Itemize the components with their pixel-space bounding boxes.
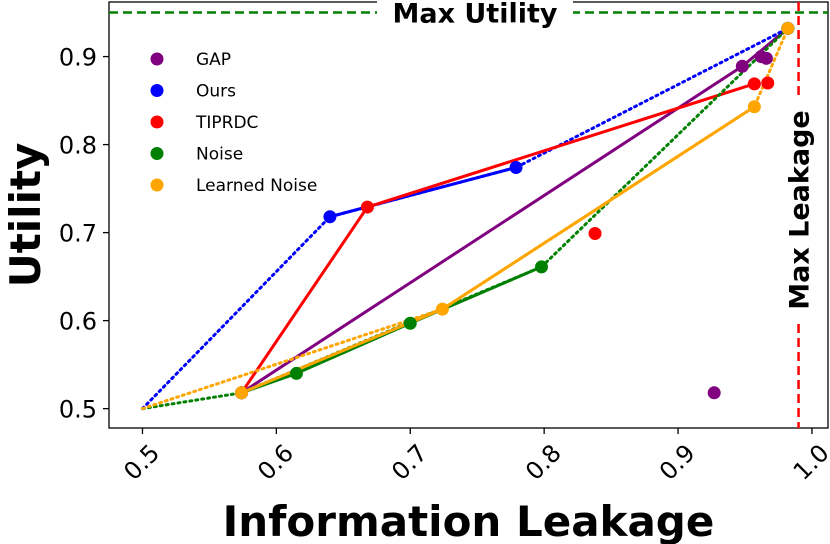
legend-marker-ours (150, 84, 164, 97)
learned-noise-point (747, 100, 761, 114)
max-utility-label: Max Utility (392, 0, 557, 30)
ours-point (509, 160, 523, 174)
gap-point (707, 386, 721, 400)
noise-dotted-line (140, 26, 790, 411)
x-tick-label: 0.5 (118, 439, 165, 486)
gap-point (759, 51, 773, 65)
tiprdc-point (588, 226, 602, 240)
legend-label-noise: Noise (196, 145, 243, 165)
x-axis-label: Information Leakage (223, 497, 715, 544)
legend-marker-tiprdc (150, 115, 164, 129)
noise-point (289, 366, 303, 380)
ours-point (323, 210, 337, 224)
tiprdc-point (360, 200, 374, 214)
legend-marker-gap (150, 52, 164, 66)
legend-label-ours: Ours (196, 82, 236, 102)
tiprdc-point (747, 77, 761, 91)
learned-noise-point (235, 386, 249, 400)
ours-line (329, 166, 517, 219)
reference-lines: Max Utility Max Leakage (109, 0, 828, 428)
tiprdc-point (761, 76, 775, 90)
legend-label-tiprdc: TIPRDC (195, 113, 258, 133)
learned-noise-dotted-line (140, 26, 790, 411)
legend-marker-learned-noise (150, 178, 164, 192)
series-lines (140, 26, 790, 411)
legend-label-gap: GAP (196, 50, 231, 70)
y-tick-label: 0.6 (59, 308, 97, 336)
x-tick-label: 0.7 (386, 439, 433, 486)
legend-label-learned-noise: Learned Noise (196, 176, 317, 196)
x-tick-label: 0.6 (252, 439, 299, 486)
ours-dotted-line (140, 26, 790, 411)
y-tick-label: 0.9 (59, 44, 97, 72)
legend-marker-noise (150, 147, 164, 160)
max-leakage-label-bg (781, 98, 816, 322)
data-points (235, 21, 795, 400)
y-axis-label: Utility (1, 143, 50, 288)
gap-point (735, 59, 749, 73)
max-utility-label-bg (377, 0, 573, 30)
x-tick-label: 0.8 (520, 439, 567, 486)
tiprdc-line (240, 82, 755, 394)
tick-labels: 0.5 0.6 0.7 0.8 0.9 1.0 0.5 0.6 0.7 0.8 0.9 (59, 44, 830, 486)
legend: GAP Ours TIPRDC Noise Learned Noise (150, 50, 317, 196)
max-leakage-label: Max Leakage (785, 110, 816, 309)
y-tick-label: 0.5 (59, 396, 97, 424)
y-tick-label: 0.7 (59, 220, 97, 248)
noise-point (403, 316, 417, 330)
x-tick-label: 0.9 (654, 439, 701, 486)
learned-noise-point (781, 21, 795, 35)
gap-line (240, 27, 789, 395)
learned-noise-point (435, 302, 449, 316)
y-tick-label: 0.8 (59, 132, 97, 160)
x-tick-label: 1.0 (788, 439, 830, 486)
noise-point (534, 260, 548, 274)
noise-line (241, 265, 543, 395)
